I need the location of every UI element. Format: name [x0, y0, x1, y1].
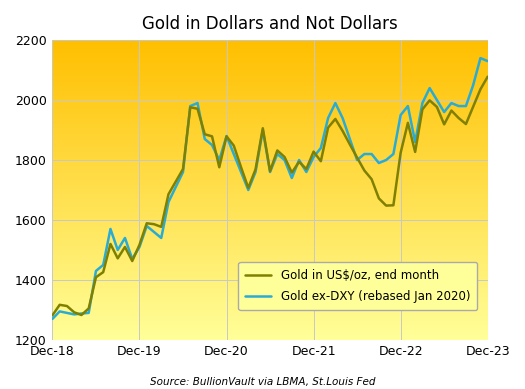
Gold in US$/oz, end month	[426, 98, 433, 103]
Gold ex-DXY (rebased Jan 2020)	[202, 137, 208, 141]
Legend: Gold in US$/oz, end month, Gold ex-DXY (rebased Jan 2020): Gold in US$/oz, end month, Gold ex-DXY (…	[238, 261, 477, 310]
Gold in US$/oz, end month	[151, 222, 157, 226]
Gold ex-DXY (rebased Jan 2020)	[477, 56, 484, 60]
Gold ex-DXY (rebased Jan 2020)	[485, 59, 491, 63]
Gold in US$/oz, end month	[310, 149, 317, 154]
Gold ex-DXY (rebased Jan 2020)	[136, 245, 143, 249]
Gold ex-DXY (rebased Jan 2020)	[426, 86, 433, 90]
Gold in US$/oz, end month	[202, 132, 208, 137]
Text: Source: BullionVault via LBMA, St.Louis Fed: Source: BullionVault via LBMA, St.Louis …	[150, 377, 375, 387]
Gold in US$/oz, end month	[136, 242, 143, 247]
Gold in US$/oz, end month	[485, 74, 491, 79]
Gold ex-DXY (rebased Jan 2020)	[49, 317, 56, 321]
Line: Gold ex-DXY (rebased Jan 2020): Gold ex-DXY (rebased Jan 2020)	[52, 58, 488, 319]
Gold in US$/oz, end month	[281, 155, 288, 159]
Gold ex-DXY (rebased Jan 2020)	[310, 155, 317, 159]
Gold ex-DXY (rebased Jan 2020)	[151, 230, 157, 234]
Gold in US$/oz, end month	[49, 313, 56, 318]
Title: Gold in Dollars and Not Dollars: Gold in Dollars and Not Dollars	[142, 15, 398, 33]
Gold ex-DXY (rebased Jan 2020)	[281, 158, 288, 162]
Line: Gold in US$/oz, end month: Gold in US$/oz, end month	[52, 77, 488, 315]
